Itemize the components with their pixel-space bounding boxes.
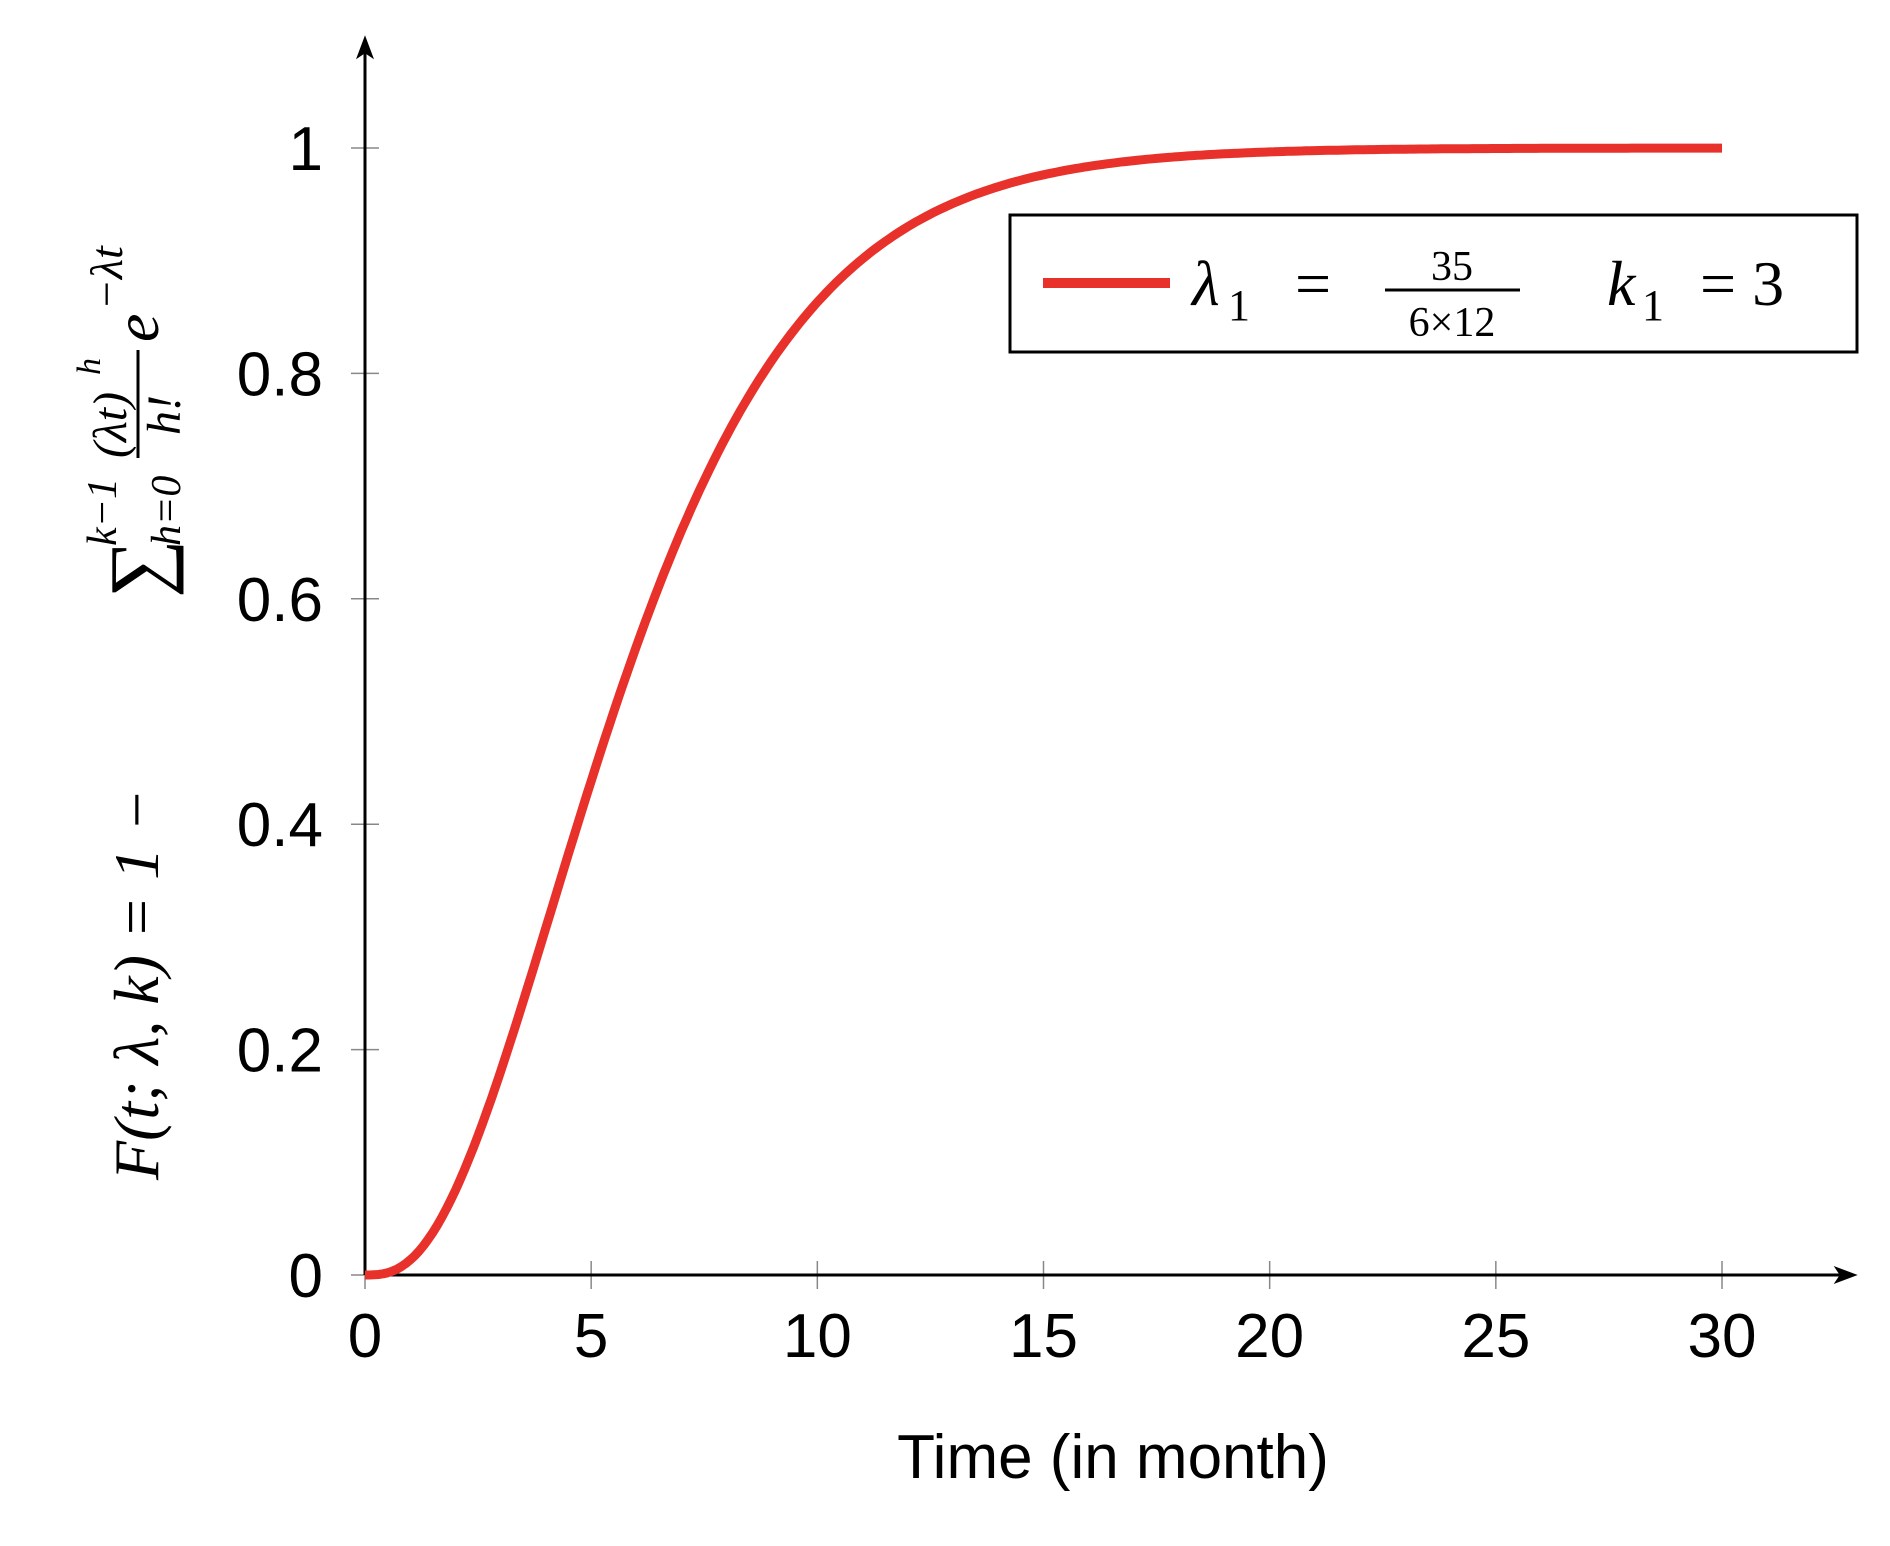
y-axis-title-sum-upper: k−1: [80, 478, 126, 546]
legend: λ 1 = 35 6×12 k 1 = 3: [1008, 213, 1859, 354]
y-axis-arrowhead: [356, 35, 374, 60]
y-tick-label: 0.2: [237, 1017, 323, 1086]
legend-frac-num: 35: [1431, 244, 1473, 290]
legend-lambda-sub: 1: [1228, 281, 1250, 330]
series-layer: [365, 143, 1722, 1280]
legend-k-sub: 1: [1642, 281, 1664, 330]
y-axis-title: F(t; λ, k) = 1 − ∑ k−1 h=0 (λt) h h! e −…: [71, 245, 191, 1181]
axes: [356, 35, 1858, 1284]
x-tick-labels: 0 5 10 15 20 25 30: [348, 1302, 1757, 1371]
y-axis-title-lhs: F(t; λ, k) = 1 −: [101, 789, 172, 1181]
y-axis-title-frac-num-exp: h: [71, 358, 108, 375]
series-line: [365, 143, 1722, 1280]
y-axis-title-sum-lower: h=0: [144, 476, 190, 546]
x-axis-title: Time (in month): [897, 1423, 1329, 1492]
y-tick-label: 0.4: [237, 791, 323, 860]
y-tick-label: 0.6: [237, 566, 323, 635]
legend-frac-den: 6×12: [1409, 300, 1496, 346]
y-axis-title-frac-num: (λt): [84, 392, 137, 458]
x-tick-label: 5: [574, 1302, 608, 1371]
y-tick-label: 1: [289, 115, 323, 184]
legend-k-value: = 3: [1700, 248, 1784, 319]
x-tick-label: 25: [1461, 1302, 1530, 1371]
y-tick-labels: 0 0.2 0.4 0.6 0.8 1: [237, 115, 323, 1311]
x-tick-label: 20: [1235, 1302, 1304, 1371]
y-axis-title-exp-power: −λt: [81, 245, 132, 310]
y-axis-title-sum-symbol: ∑: [93, 540, 184, 598]
legend-lambda: λ: [1190, 248, 1220, 319]
y-tick-label: 0: [289, 1242, 323, 1311]
legend-k: k: [1607, 248, 1637, 319]
legend-equals: =: [1295, 248, 1331, 319]
x-tick-label: 10: [783, 1302, 852, 1371]
x-tick-label: 0: [348, 1302, 382, 1371]
y-tick-label: 0.8: [237, 340, 323, 409]
x-tick-label: 30: [1688, 1302, 1757, 1371]
x-tick-label: 15: [1009, 1302, 1078, 1371]
y-axis-title-frac-den: h!: [138, 395, 191, 435]
y-axis-title-exp-base: e: [101, 314, 172, 342]
x-axis-arrowhead: [1833, 1266, 1858, 1284]
